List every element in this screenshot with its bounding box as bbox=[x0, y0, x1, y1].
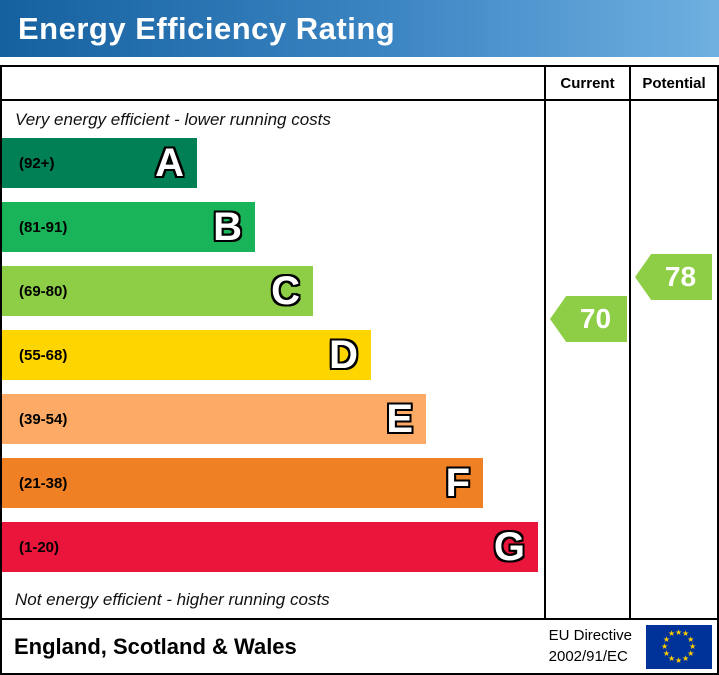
band-range-label: (81-91) bbox=[19, 218, 68, 236]
band-row-a: (92+) A bbox=[2, 138, 544, 188]
band-row-b: (81-91) B bbox=[2, 202, 544, 252]
eu-directive-line2: 2002/91/EC bbox=[548, 647, 628, 665]
band-bar-e: (39-54) E bbox=[2, 394, 426, 444]
energy-rating-chart: Current Potential Very energy efficient … bbox=[0, 65, 719, 675]
band-letter: D bbox=[329, 333, 358, 377]
bottom-note: Not energy efficient - higher running co… bbox=[15, 590, 330, 609]
eu-flag-star: ★ bbox=[661, 641, 669, 651]
band-range-label: (1-20) bbox=[19, 538, 60, 556]
band-range-label: (21-38) bbox=[19, 474, 68, 492]
eu-flag-icon: ★ ★ ★ ★ ★ ★ ★ ★ ★ ★ ★ ★ bbox=[646, 624, 712, 669]
potential-rating-column: 78 bbox=[629, 101, 717, 618]
band-row-f: (21-38) F bbox=[2, 458, 544, 508]
bands-column: Very energy efficient - lower running co… bbox=[2, 101, 544, 618]
band-row-d: (55-68) D bbox=[2, 330, 544, 380]
band-letter: G bbox=[493, 525, 525, 569]
band-row-g: (1-20) G bbox=[2, 522, 544, 572]
band-row-e: (39-54) E bbox=[2, 394, 544, 444]
band-range-label: (55-68) bbox=[19, 346, 68, 364]
chart-footer: England, Scotland & Wales EU Directive 2… bbox=[2, 618, 717, 673]
eu-flag-star: ★ bbox=[682, 653, 690, 663]
eu-flag-star: ★ bbox=[687, 634, 695, 644]
title-bar: Energy Efficiency Rating bbox=[0, 0, 719, 57]
band-row-c: (69-80) C bbox=[2, 266, 544, 316]
band-bar-a: (92+) A bbox=[2, 138, 197, 188]
top-note: Very energy efficient - lower running co… bbox=[15, 109, 331, 129]
bands-list: (92+) A (81-91) B (69-80) C (55-68) D (39-54) E (2… bbox=[2, 138, 544, 572]
band-letter: B bbox=[213, 205, 242, 249]
current-rating-value: 70 bbox=[579, 303, 612, 334]
band-bar-f: (21-38) F bbox=[2, 458, 483, 508]
eu-directive-line1: EU Directive bbox=[548, 627, 632, 645]
header-spacer bbox=[2, 67, 544, 99]
current-column-header: Current bbox=[544, 67, 629, 99]
eu-flag-star: ★ bbox=[675, 655, 683, 665]
band-letter: F bbox=[445, 461, 470, 505]
band-range-label: (39-54) bbox=[19, 410, 68, 428]
eu-flag-star: ★ bbox=[675, 627, 683, 637]
chart-body: Very energy efficient - lower running co… bbox=[2, 101, 717, 618]
band-bar-c: (69-80) C bbox=[2, 266, 313, 316]
eu-directive-label: EU Directive 2002/91/EC bbox=[549, 626, 632, 667]
band-range-label: (92+) bbox=[19, 154, 55, 172]
potential-rating-value: 78 bbox=[664, 261, 697, 292]
band-bar-b: (81-91) B bbox=[2, 202, 255, 252]
band-letter: E bbox=[386, 397, 413, 441]
eu-flag-star: ★ bbox=[668, 653, 676, 663]
eu-flag-star: ★ bbox=[668, 629, 676, 639]
chart-header-row: Current Potential bbox=[2, 67, 717, 101]
potential-column-header: Potential bbox=[629, 67, 717, 99]
band-bar-g: (1-20) G bbox=[2, 522, 538, 572]
eu-flag-star: ★ bbox=[687, 648, 695, 658]
eu-flag-star: ★ bbox=[689, 641, 697, 651]
current-rating-arrow: 70 bbox=[550, 296, 627, 342]
potential-rating-arrow: 78 bbox=[635, 254, 712, 300]
current-rating-column: 70 bbox=[544, 101, 629, 618]
region-label: England, Scotland & Wales bbox=[14, 633, 297, 659]
eu-flag-star: ★ bbox=[662, 634, 671, 644]
eu-flag-star: ★ bbox=[682, 629, 690, 639]
band-letter: C bbox=[271, 269, 300, 313]
band-range-label: (69-80) bbox=[19, 282, 68, 300]
eu-flag-star: ★ bbox=[662, 648, 671, 658]
band-letter: A bbox=[155, 141, 184, 185]
page-title: Energy Efficiency Rating bbox=[18, 10, 396, 46]
band-bar-d: (55-68) D bbox=[2, 330, 371, 380]
